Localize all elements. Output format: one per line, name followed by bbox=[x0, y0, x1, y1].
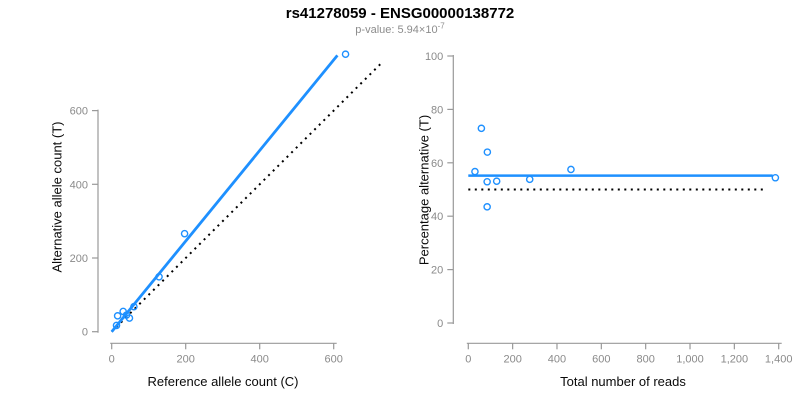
y-tick-label: 60 bbox=[431, 158, 443, 170]
left-data-point bbox=[130, 302, 138, 311]
right-data-point bbox=[771, 173, 780, 182]
right-data-point bbox=[525, 175, 534, 184]
y-tick-label: 0 bbox=[437, 318, 443, 330]
x-tick-label: 600 bbox=[325, 353, 343, 365]
pvalue-exponent: -7 bbox=[437, 21, 445, 31]
x-tick-label: 400 bbox=[251, 353, 269, 365]
right-data-point bbox=[483, 177, 491, 186]
left-data-point bbox=[112, 321, 121, 330]
pvalue-text: p-value: 5.94×10 bbox=[355, 24, 438, 36]
left-reference-line bbox=[110, 63, 382, 333]
right-data-point bbox=[492, 177, 501, 186]
x-tick-label: 0 bbox=[109, 353, 115, 365]
x-tick-label: 200 bbox=[503, 353, 521, 365]
y-tick-label: 100 bbox=[425, 51, 443, 63]
left-fit-line bbox=[110, 54, 339, 333]
left-data-point bbox=[155, 272, 163, 281]
right-xaxis-title: Total number of reads bbox=[560, 374, 686, 389]
x-tick-label: 0 bbox=[465, 353, 471, 365]
x-tick-label: 400 bbox=[548, 353, 566, 365]
x-tick-label: 1,000 bbox=[676, 353, 704, 365]
y-tick-label: 400 bbox=[70, 179, 88, 191]
right-data-point bbox=[477, 124, 486, 133]
x-tick-label: 600 bbox=[592, 353, 610, 365]
left-xaxis-title: Reference allele count (C) bbox=[147, 374, 299, 389]
x-tick-label: 1,200 bbox=[721, 353, 749, 365]
figure-subtitle: p-value: 5.94×10-7 bbox=[0, 21, 800, 36]
right-data-point bbox=[483, 148, 492, 156]
right-data-point bbox=[567, 165, 575, 174]
left-data-point bbox=[180, 229, 189, 238]
figure-title: rs41278059 - ENSG00000138772 bbox=[285, 5, 515, 22]
right-scatter-panel: 0 20 40 60 80 100 0 200 400 600 800 1,000 1,200 1,400 bbox=[425, 51, 793, 365]
y-tick-label: 200 bbox=[70, 253, 88, 265]
y-tick-label: 0 bbox=[82, 327, 88, 339]
y-tick-label: 40 bbox=[431, 211, 443, 223]
y-tick-label: 20 bbox=[431, 265, 443, 277]
left-data-point bbox=[113, 312, 122, 320]
x-tick-label: 800 bbox=[636, 353, 654, 365]
left-data-point bbox=[125, 314, 134, 322]
x-tick-label: 1,400 bbox=[765, 353, 793, 365]
right-data-point bbox=[483, 203, 491, 211]
left-scatter-panel: 0 200 400 600 0 200 400 600 bbox=[70, 50, 382, 365]
right-data-point bbox=[471, 167, 479, 176]
right-yaxis-title: Percentage alternative (T) bbox=[416, 114, 432, 266]
left-yaxis-title: Alternative allele count (T) bbox=[49, 121, 65, 273]
y-tick-label: 80 bbox=[431, 104, 443, 116]
left-data-point bbox=[341, 50, 350, 59]
x-tick-label: 200 bbox=[177, 353, 195, 365]
y-tick-label: 600 bbox=[70, 106, 88, 118]
